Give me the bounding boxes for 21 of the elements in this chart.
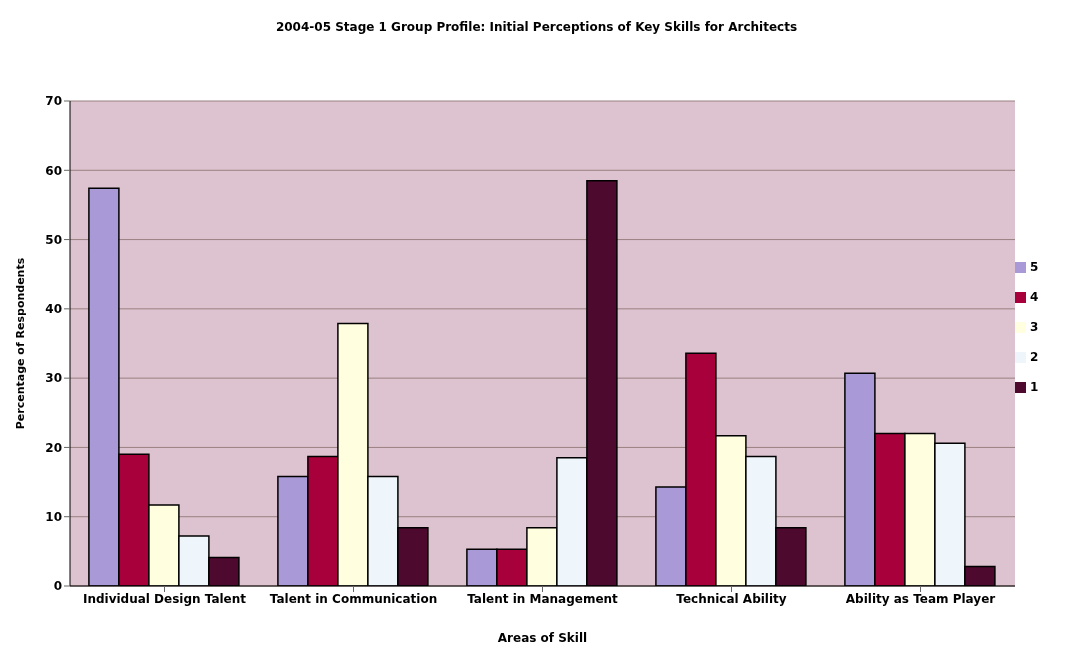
y-tick-label: 10	[45, 509, 62, 524]
y-tick-label: 60	[45, 163, 62, 178]
legend-label: 2	[1030, 350, 1039, 364]
legend-label: 1	[1030, 380, 1039, 394]
x-tick-label: Ability as Team Player	[845, 591, 996, 606]
x-tick-label: Individual Design Talent	[82, 591, 247, 606]
y-tick-label: 20	[45, 440, 62, 455]
x-tick-label: Technical Ability	[676, 591, 787, 606]
legend-label: 3	[1030, 320, 1039, 334]
x-tick-label: Talent in Communication	[269, 591, 438, 606]
legend-label: 4	[1030, 290, 1039, 304]
chart-title: 2004-05 Stage 1 Group Profile: Initial Perceptions of Key Skills for Architects	[274, 20, 799, 34]
y-tick-label: 0	[53, 579, 62, 594]
x-tick-label: Talent in Management	[467, 591, 619, 606]
y-tick-label: 50	[45, 232, 62, 247]
y-tick-label: 30	[45, 371, 62, 386]
y-axis-title: Percentage of Respondents	[13, 257, 27, 430]
x-axis-title: Areas of Skill	[497, 631, 588, 645]
legend-label: 5	[1030, 260, 1039, 274]
y-tick-label: 40	[45, 302, 62, 317]
y-tick-label: 70	[45, 94, 62, 109]
